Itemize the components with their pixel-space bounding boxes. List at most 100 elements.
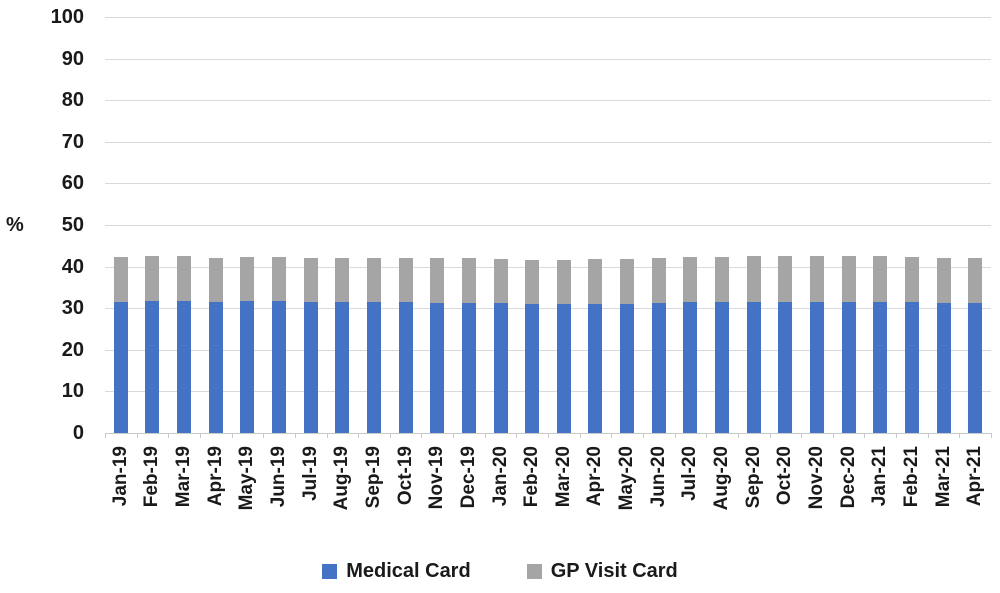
- tick-mark: [358, 433, 360, 438]
- bar-group: [430, 258, 445, 433]
- bar-segment-medical-card: [904, 301, 919, 433]
- x-axis-label: Oct-20: [774, 446, 796, 506]
- bar-segment-gp-visit-card: [525, 260, 540, 305]
- bar-group: [651, 258, 666, 433]
- x-axis-label: Nov-20: [805, 446, 827, 510]
- y-axis-label: 50: [61, 214, 84, 236]
- tick-mark: [263, 433, 265, 438]
- bar-group: [177, 256, 192, 433]
- x-axis-label: Apr-20: [584, 446, 606, 507]
- bar-segment-medical-card: [841, 301, 856, 433]
- tick-mark: [642, 433, 644, 438]
- bar-segment-medical-card: [177, 301, 192, 433]
- bar-segment-gp-visit-card: [366, 258, 381, 302]
- x-axis-label: Jul-20: [679, 446, 701, 501]
- bar-segment-medical-card: [525, 304, 540, 433]
- y-axis-label: 100: [50, 6, 84, 28]
- bar-segment-medical-card: [588, 304, 603, 433]
- tick-mark: [832, 433, 834, 438]
- legend-item: GP Visit Card: [526, 560, 678, 582]
- tick-mark: [421, 433, 423, 438]
- bar-segment-medical-card: [461, 302, 476, 433]
- x-axis-label: Mar-21: [932, 446, 954, 508]
- x-axis-label: May-20: [616, 446, 638, 511]
- legend-label: GP Visit Card: [550, 560, 678, 582]
- tick-mark: [105, 433, 106, 438]
- tick-mark: [484, 433, 486, 438]
- y-axis-label: 0: [72, 422, 84, 444]
- bar-segment-medical-card: [556, 304, 571, 433]
- bar-segment-gp-visit-card: [968, 258, 983, 303]
- y-axis-label: 70: [61, 130, 84, 153]
- bar-group: [841, 256, 856, 433]
- bar-segment-medical-card: [651, 303, 666, 433]
- x-axis-label: Sep-20: [742, 446, 764, 509]
- bar-segment-gp-visit-card: [240, 256, 255, 302]
- bar-segment-medical-card: [430, 302, 445, 433]
- y-axis-label: 90: [61, 47, 84, 70]
- tick-mark: [737, 433, 739, 438]
- bar-segment-gp-visit-card: [556, 260, 571, 305]
- bar-group: [493, 258, 508, 433]
- legend: Medical Card GP Visit Card: [0, 560, 1000, 582]
- bar-segment-gp-visit-card: [715, 256, 730, 302]
- bar-segment-gp-visit-card: [145, 256, 160, 302]
- bar-group: [461, 258, 476, 433]
- bar-group: [620, 258, 635, 433]
- bar-group: [145, 256, 160, 433]
- bar-segment-medical-card: [715, 301, 730, 433]
- bar-segment-medical-card: [335, 301, 350, 433]
- gridline: [105, 308, 991, 310]
- bar-group: [208, 257, 223, 433]
- x-axis-label: Aug-19: [331, 446, 353, 511]
- y-axis-title: %: [6, 214, 24, 236]
- x-axis-label: Aug-20: [711, 446, 733, 511]
- y-axis-label: 10: [61, 380, 84, 403]
- tick-mark: [896, 433, 898, 438]
- bar-segment-gp-visit-card: [588, 259, 603, 305]
- tick-mark: [548, 433, 549, 438]
- gridline: [105, 58, 991, 60]
- bar-segment-medical-card: [809, 301, 824, 433]
- bar-segment-gp-visit-card: [841, 256, 856, 302]
- bar-segment-medical-card: [873, 301, 888, 433]
- x-axis-label: Jul-19: [299, 446, 321, 501]
- tick-mark: [136, 433, 138, 438]
- bar-segment-medical-card: [968, 302, 983, 433]
- bar-group: [525, 260, 540, 433]
- bar-segment-medical-card: [398, 302, 413, 433]
- x-axis-label: Oct-19: [394, 446, 416, 506]
- gridline: [105, 225, 991, 226]
- plot-area: [105, 17, 992, 438]
- bar-segment-gp-visit-card: [620, 258, 635, 304]
- gridline: [105, 391, 991, 393]
- bar-segment-medical-card: [936, 302, 951, 433]
- tick-mark: [168, 433, 170, 438]
- bar-segment-gp-visit-card: [208, 257, 223, 302]
- y-axis-label: 30: [61, 297, 84, 320]
- tick-mark: [294, 433, 296, 438]
- x-axis-label: Feb-20: [521, 446, 543, 508]
- tick-mark: [611, 433, 613, 438]
- x-axis-label: Dec-19: [457, 446, 479, 509]
- bar-segment-medical-card: [113, 301, 128, 433]
- tick-mark: [579, 433, 581, 438]
- bar-segment-medical-card: [240, 301, 255, 433]
- bar-segment-medical-card: [145, 301, 160, 433]
- bar-segment-medical-card: [493, 303, 508, 433]
- bar-segment-medical-card: [746, 301, 761, 433]
- x-axis-label: Feb-21: [900, 446, 922, 508]
- bar-segment-gp-visit-card: [936, 258, 951, 303]
- bar-group: [366, 258, 381, 433]
- tick-mark: [231, 433, 233, 438]
- bar-group: [809, 256, 824, 433]
- bar-segment-gp-visit-card: [778, 256, 793, 302]
- x-axis-label: Apr-19: [204, 446, 226, 507]
- bar-segment-gp-visit-card: [809, 256, 824, 302]
- y-axis-label: 80: [61, 89, 84, 112]
- y-axis-label: 40: [61, 255, 84, 278]
- tick-mark: [453, 433, 455, 438]
- tick-mark: [199, 433, 201, 438]
- bar-segment-gp-visit-card: [904, 257, 919, 302]
